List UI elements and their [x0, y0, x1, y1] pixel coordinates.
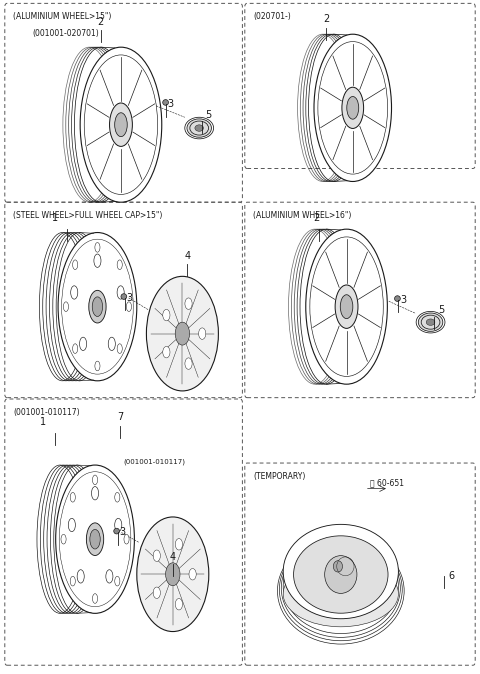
Ellipse shape [189, 569, 196, 580]
Ellipse shape [185, 358, 192, 369]
Text: 2: 2 [313, 214, 320, 223]
Ellipse shape [71, 286, 78, 299]
Text: (ALUMINIUM WHEEL>16"): (ALUMINIUM WHEEL>16") [253, 211, 351, 220]
Ellipse shape [347, 96, 359, 119]
Ellipse shape [146, 276, 218, 391]
Ellipse shape [283, 561, 398, 627]
Ellipse shape [426, 319, 435, 326]
Ellipse shape [166, 563, 180, 586]
Ellipse shape [93, 475, 97, 485]
Ellipse shape [117, 260, 122, 270]
Text: 4: 4 [184, 251, 190, 261]
Text: 1: 1 [52, 214, 58, 223]
Ellipse shape [70, 576, 75, 586]
Ellipse shape [283, 524, 398, 619]
Ellipse shape [124, 534, 129, 544]
Text: 2: 2 [323, 14, 330, 24]
Ellipse shape [175, 539, 182, 550]
Text: 3: 3 [400, 295, 406, 305]
Ellipse shape [306, 229, 387, 384]
Ellipse shape [72, 260, 78, 270]
Ellipse shape [108, 337, 115, 350]
Ellipse shape [163, 309, 170, 321]
Ellipse shape [58, 233, 137, 381]
Ellipse shape [190, 121, 208, 135]
Ellipse shape [92, 297, 103, 317]
Text: (ALUMINIUM WHEEL>15"): (ALUMINIUM WHEEL>15") [13, 12, 111, 21]
Ellipse shape [56, 465, 134, 613]
Ellipse shape [199, 328, 206, 339]
Ellipse shape [153, 550, 160, 561]
Ellipse shape [187, 119, 211, 137]
Ellipse shape [63, 302, 69, 311]
Ellipse shape [335, 285, 358, 328]
Ellipse shape [126, 302, 132, 311]
Ellipse shape [92, 487, 98, 500]
Text: (001001-020701): (001001-020701) [32, 29, 99, 38]
Ellipse shape [314, 34, 392, 181]
Ellipse shape [421, 315, 440, 329]
Ellipse shape [72, 344, 78, 353]
Ellipse shape [294, 536, 388, 613]
Text: 5: 5 [205, 110, 212, 119]
Text: (STEEL WHEEL>FULL WHEEL CAP>15"): (STEEL WHEEL>FULL WHEEL CAP>15") [13, 211, 162, 220]
Ellipse shape [117, 286, 124, 299]
Ellipse shape [163, 346, 170, 358]
Text: 3: 3 [120, 528, 125, 537]
Ellipse shape [114, 528, 120, 534]
Ellipse shape [80, 47, 162, 202]
Ellipse shape [80, 337, 86, 350]
Ellipse shape [153, 587, 160, 599]
Text: 3: 3 [168, 100, 173, 109]
Ellipse shape [324, 555, 357, 593]
Ellipse shape [418, 313, 443, 332]
Ellipse shape [115, 113, 127, 137]
Text: 1: 1 [40, 417, 46, 427]
Text: (001001-010117): (001001-010117) [124, 458, 186, 465]
Ellipse shape [195, 125, 204, 131]
Ellipse shape [68, 518, 75, 532]
Ellipse shape [115, 576, 120, 586]
Ellipse shape [395, 296, 400, 301]
Text: (001001-010117): (001001-010117) [13, 408, 80, 417]
Text: 2: 2 [97, 17, 104, 26]
Ellipse shape [175, 322, 190, 345]
Ellipse shape [137, 517, 209, 632]
Text: ⦔ 60-651: ⦔ 60-651 [370, 479, 404, 487]
Ellipse shape [93, 594, 97, 603]
Ellipse shape [109, 103, 132, 146]
Ellipse shape [86, 523, 104, 555]
Ellipse shape [70, 493, 75, 502]
Ellipse shape [95, 243, 100, 252]
Ellipse shape [115, 518, 122, 532]
Ellipse shape [61, 534, 66, 544]
Ellipse shape [163, 100, 168, 105]
Ellipse shape [185, 298, 192, 309]
Ellipse shape [117, 344, 122, 353]
Ellipse shape [90, 529, 100, 549]
Ellipse shape [94, 254, 101, 268]
Text: 3: 3 [127, 293, 132, 303]
Ellipse shape [333, 561, 343, 572]
Ellipse shape [77, 570, 84, 583]
Ellipse shape [95, 361, 100, 371]
Text: 4: 4 [170, 553, 176, 562]
Ellipse shape [121, 294, 127, 299]
Ellipse shape [89, 290, 106, 323]
Ellipse shape [115, 493, 120, 502]
Text: (020701-): (020701-) [253, 12, 291, 21]
Ellipse shape [106, 570, 113, 583]
Text: (TEMPORARY): (TEMPORARY) [253, 472, 305, 481]
Ellipse shape [175, 599, 182, 610]
Text: 6: 6 [448, 572, 454, 581]
Text: 5: 5 [438, 305, 445, 315]
Ellipse shape [342, 87, 364, 129]
Text: 7: 7 [117, 412, 123, 421]
Ellipse shape [340, 295, 353, 319]
